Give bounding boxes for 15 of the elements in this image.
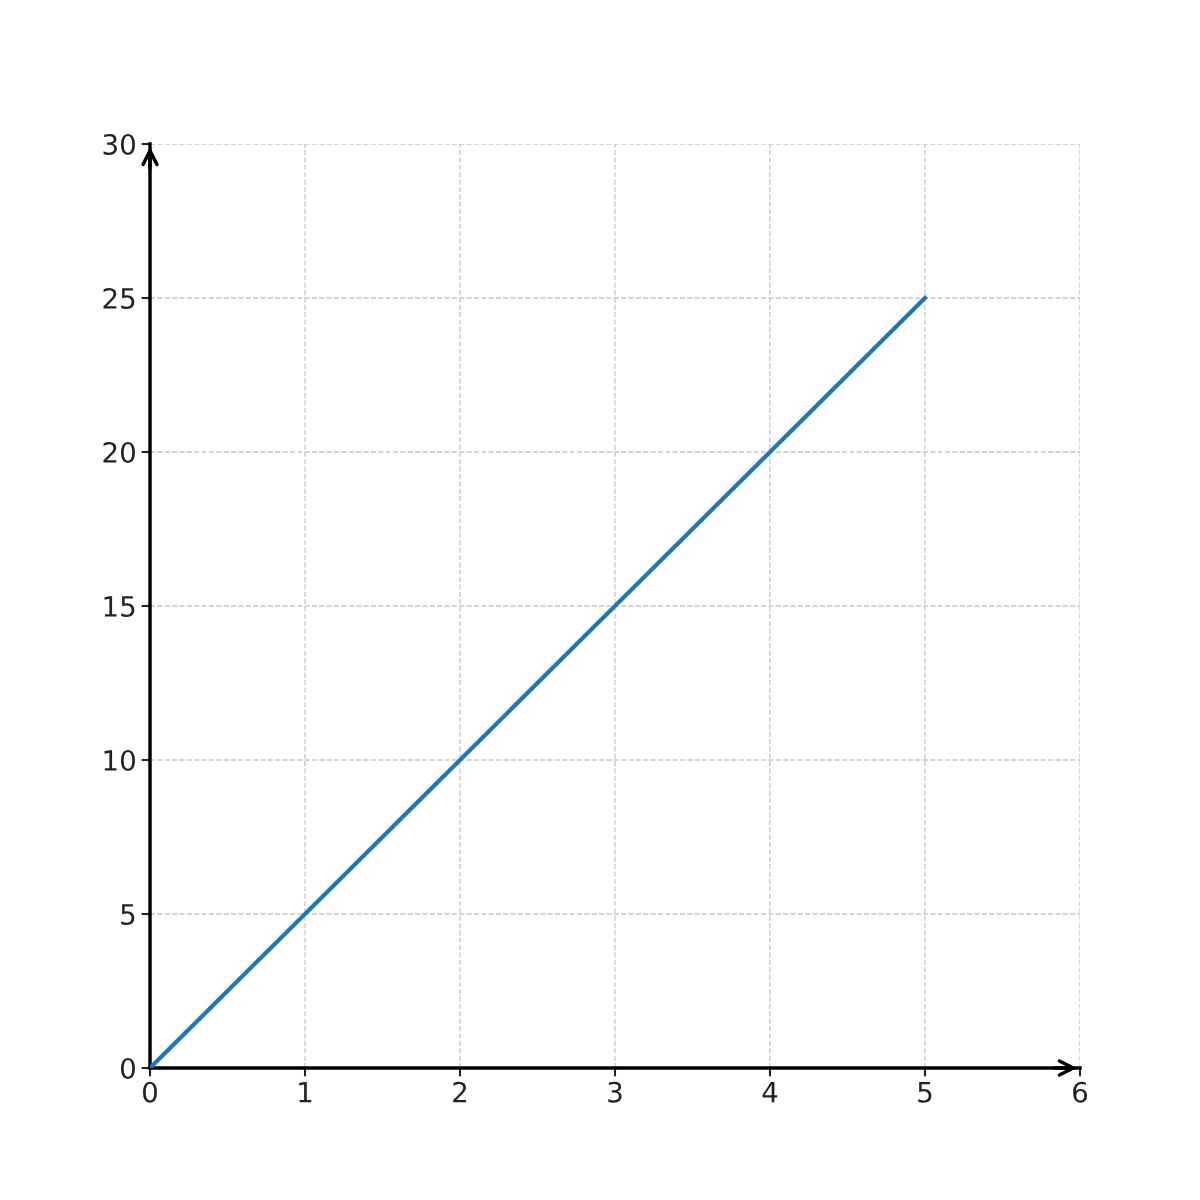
x-tick-label: 2	[453, 1081, 467, 1103]
x-tick-label: 3	[608, 1081, 622, 1103]
y-tick-label: 5	[121, 904, 135, 925]
x-tick-label: 0	[142, 1081, 157, 1103]
y-tick-label: 30	[103, 133, 135, 155]
y-tick-label: 25	[103, 287, 135, 309]
y-tick-label: 20	[103, 441, 135, 463]
x-tick-label: 5	[918, 1082, 932, 1103]
x-tick-label: 1	[299, 1082, 312, 1103]
y-tick-label: 15	[104, 596, 135, 617]
y-tick-label: 10	[104, 749, 135, 771]
x-tick-label: 4	[762, 1082, 778, 1103]
x-tick-label: 6	[1073, 1081, 1088, 1103]
line-series	[150, 295, 928, 1068]
y-tick-label: 0	[120, 1057, 135, 1079]
